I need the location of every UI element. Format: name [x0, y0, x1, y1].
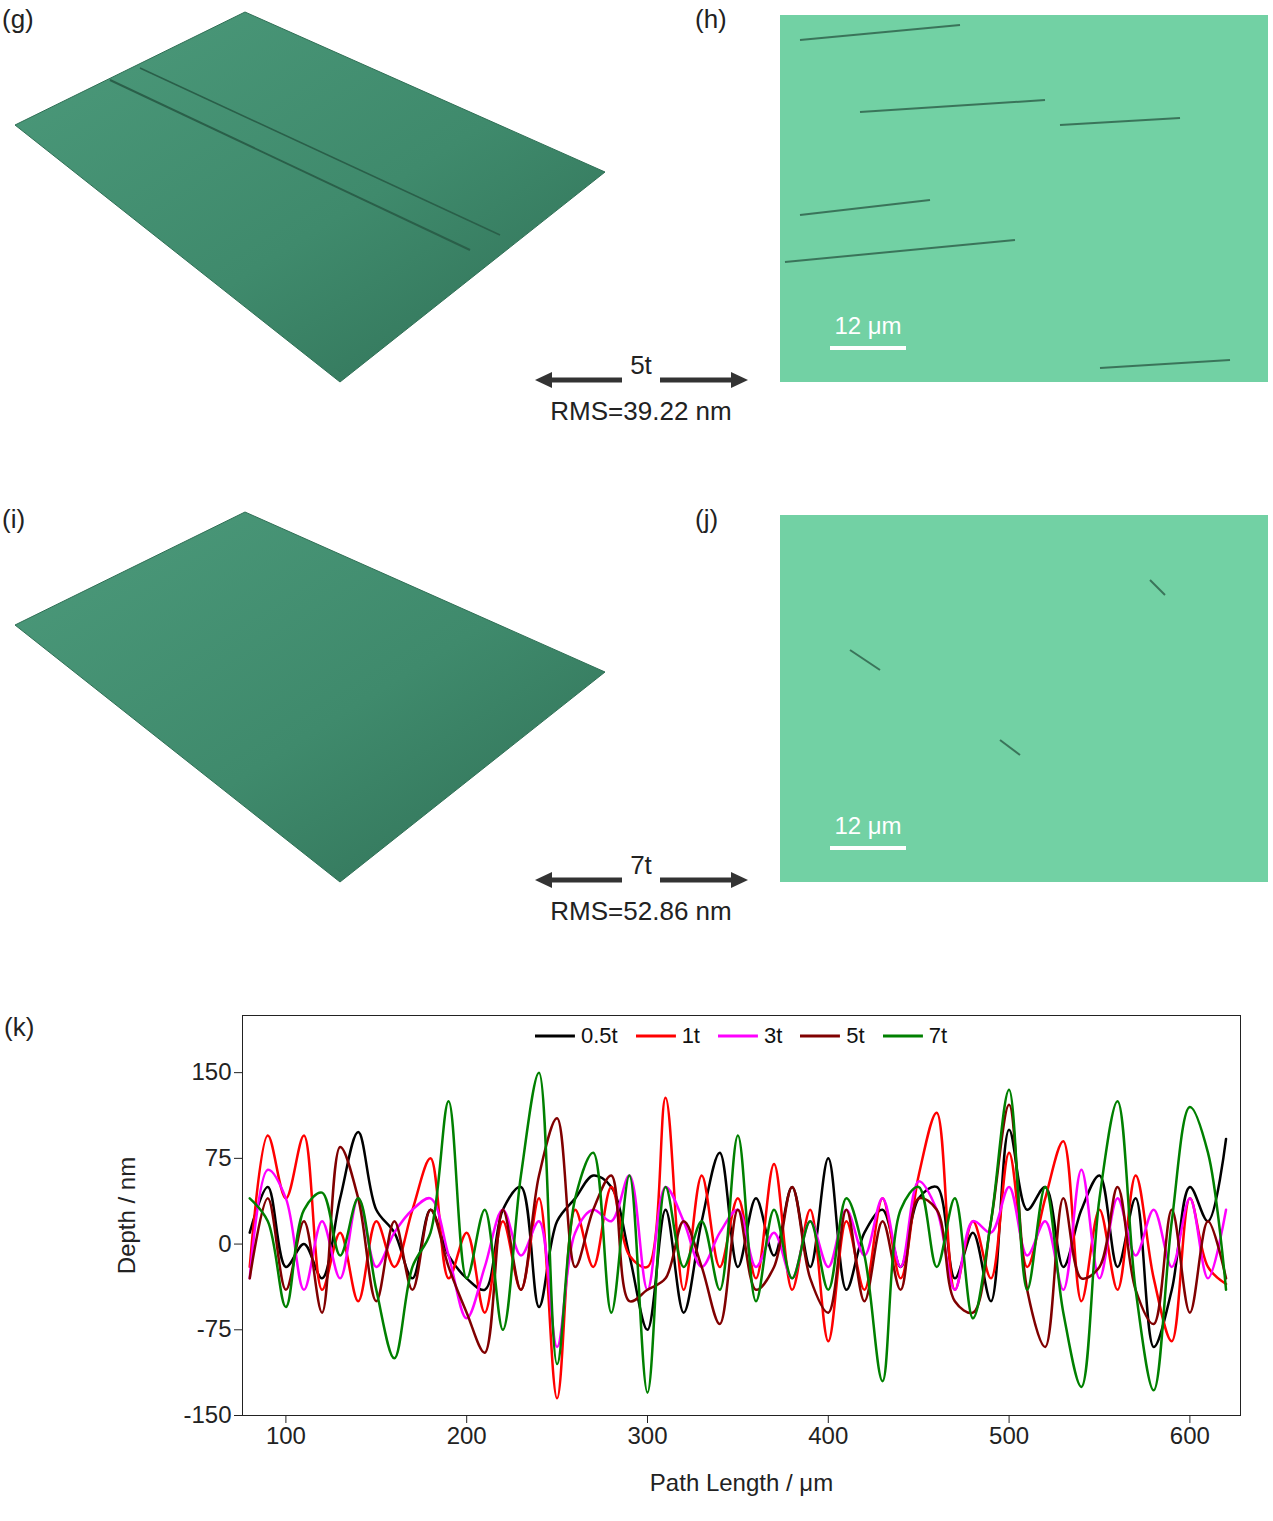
- svg-text:200: 200: [447, 1422, 487, 1449]
- svg-text:0: 0: [218, 1230, 231, 1257]
- html-text:7t: 7t: [928, 1023, 948, 1048]
- html-text:0.5t: 0.5t: [580, 1023, 618, 1048]
- svg-text:600: 600: [1170, 1422, 1210, 1449]
- svg-text:RMS=52.86 nm: RMS=52.86 nm: [550, 896, 731, 926]
- svg-text:(i): (i): [2, 504, 25, 534]
- svg-text:300: 300: [627, 1422, 667, 1449]
- svg-text:Depth / nm: Depth / nm: [113, 1157, 140, 1274]
- svg-text:RMS=39.22 nm: RMS=39.22 nm: [550, 396, 731, 426]
- html-text:(k): (k): [4, 1012, 35, 1042]
- svg-text:Path Length / μm: Path Length / μm: [650, 1469, 833, 1496]
- svg-text:(j): (j): [695, 504, 718, 534]
- svg-text:(h): (h): [695, 4, 727, 34]
- html-text:1t: 1t: [681, 1023, 700, 1048]
- svg-text:5t: 5t: [630, 350, 652, 380]
- html-text:3t: 3t: [764, 1023, 783, 1048]
- svg-text:-150: -150: [183, 1401, 231, 1428]
- svg-text:75: 75: [205, 1144, 232, 1171]
- svg-text:150: 150: [191, 1058, 231, 1085]
- svg-text:-75: -75: [197, 1315, 232, 1342]
- svg-text:(g): (g): [2, 4, 34, 34]
- svg-text:7t: 7t: [630, 850, 652, 880]
- svg-text:100: 100: [266, 1422, 306, 1449]
- svg-text:12 μm: 12 μm: [834, 312, 901, 339]
- svg-text:400: 400: [808, 1422, 848, 1449]
- svg-text:500: 500: [989, 1422, 1029, 1449]
- html-text:5t: 5t: [846, 1023, 865, 1048]
- svg-text:12 μm: 12 μm: [834, 812, 901, 839]
